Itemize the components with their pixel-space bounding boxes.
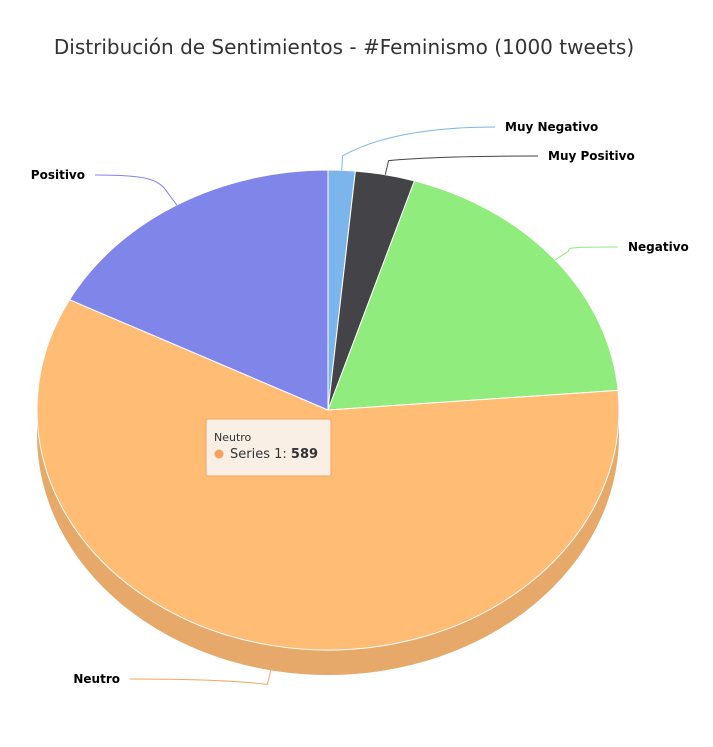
chart-title: Distribución de Sentimientos - #Feminism… [54, 35, 634, 59]
label-neutro: Neutro [73, 672, 120, 686]
tooltip-value: 589 [291, 447, 318, 462]
connector-positivo [94, 174, 178, 206]
tooltip-box [205, 418, 332, 477]
label-connectors [94, 126, 619, 685]
label-muy-negativo: Muy Negativo [505, 120, 598, 134]
connector-neutro [129, 670, 272, 685]
connector-muy-positivo [384, 155, 539, 175]
label-positivo: Positivo [31, 168, 85, 182]
tooltip-label: Neutro [214, 431, 252, 444]
label-muy-positivo: Muy Positivo [548, 149, 635, 163]
tooltip-series-line: Series 1: 589 [230, 447, 318, 462]
pie-slices [36, 169, 620, 651]
connector-negativo [554, 246, 619, 261]
slice-positivo[interactable] [69, 169, 329, 411]
slice-negativo[interactable] [327, 180, 619, 411]
tooltip-series-dot [214, 449, 224, 459]
tooltip-series-name: Series 1 [230, 447, 282, 462]
connector-muy-negativo [341, 126, 496, 171]
slice-labels: Muy Negativo Muy Positivo Negativo Neutro Po… [31, 120, 689, 686]
label-negativo: Negativo [628, 240, 689, 254]
tooltip: Neutro Series 1: 589 [205, 418, 332, 477]
